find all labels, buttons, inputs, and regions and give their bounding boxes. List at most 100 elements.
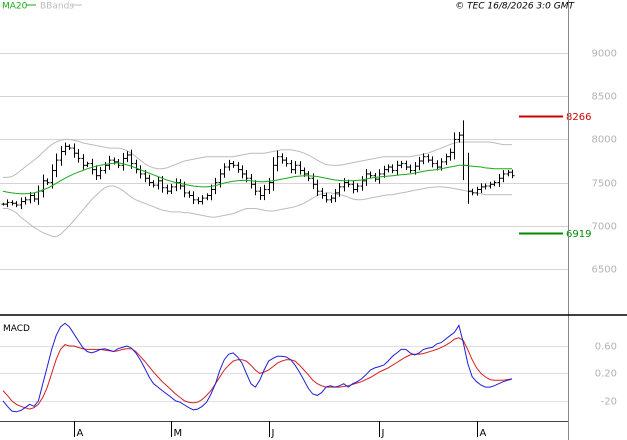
resistance-label: 8266 <box>566 112 591 123</box>
ohlc-bar <box>1 202 6 206</box>
ohlc-bar <box>14 201 19 208</box>
ohlc-bar <box>32 192 37 202</box>
price-tick-label: 8500 <box>592 92 617 103</box>
ohlc-bar <box>452 132 457 160</box>
price-tick-label: 7000 <box>592 222 617 233</box>
ohlc-bar <box>98 166 103 180</box>
time-axis-label: A <box>77 428 84 439</box>
support-label: 6919 <box>566 229 591 240</box>
time-axis-label: A <box>480 428 487 439</box>
ohlc-bar <box>138 165 143 179</box>
header-ma-label: MA20 <box>2 2 28 12</box>
ohlc-bar <box>280 153 285 164</box>
ohlc-bar <box>147 174 152 187</box>
ohlc-bar <box>222 163 227 178</box>
ohlc-bar <box>116 159 121 169</box>
ohlc-bar <box>492 180 497 187</box>
ohlc-bar <box>360 176 365 191</box>
ohlc-bar <box>267 178 272 194</box>
ohlc-bar <box>426 154 431 163</box>
ohlc-bar <box>320 187 325 199</box>
ohlc-bar <box>506 169 511 177</box>
ohlc-bar <box>337 183 342 197</box>
price-grid <box>0 53 568 270</box>
ohlc-bar <box>404 160 409 171</box>
ohlc-bar <box>271 157 276 191</box>
ohlc-bar <box>479 183 484 194</box>
price-tick-label: 7500 <box>592 179 617 190</box>
macd-tick-label: -20 <box>601 397 617 408</box>
ohlc-bar <box>174 178 179 192</box>
ohlc-bar <box>470 188 475 196</box>
ohlc-bar <box>196 197 201 205</box>
ohlc-bar <box>240 165 245 179</box>
ohlc-bar <box>475 186 480 196</box>
ohlc-bar <box>50 164 55 189</box>
price-tick-label: 9000 <box>592 49 617 60</box>
ohlc-bar <box>67 144 72 150</box>
ohlc-bar <box>90 158 95 175</box>
ohlc-bar <box>461 120 466 181</box>
ohlc-bar <box>165 184 170 195</box>
ohlc-bar <box>289 159 294 174</box>
ohlc-bar <box>324 192 329 203</box>
ohlc-bar <box>395 160 400 176</box>
ohlc-bar <box>448 148 453 161</box>
price-panel: 6500 7000 7500 8000 8500 9000 8266 6919 <box>0 49 617 276</box>
ohlc-bar <box>390 164 395 174</box>
ohlc-bar <box>466 152 471 204</box>
ohlc-bar <box>151 180 156 188</box>
ohlc-bar <box>231 161 236 168</box>
ohlc-bar <box>293 161 298 174</box>
ohlc-bar <box>457 131 462 143</box>
ohlc-bar <box>351 180 356 194</box>
price-plot-area: 8266 6919 <box>1 112 591 240</box>
ohlc-bar <box>5 199 10 208</box>
time-axis-label: M <box>174 428 183 439</box>
ohlc-bar <box>200 195 205 205</box>
bbands-upper-line <box>3 138 512 178</box>
ohlc-bar <box>501 170 506 183</box>
ohlc-bar <box>315 179 320 196</box>
ohlc-bar <box>368 171 373 179</box>
ohlc-bar <box>125 151 130 163</box>
ohlc-bar <box>107 155 112 170</box>
ohlc-bar <box>10 200 15 206</box>
ohlc-bar <box>399 160 404 169</box>
ohlc-bar <box>134 159 139 174</box>
ohlc-bar <box>169 183 174 195</box>
macd-tick-label: 0.20 <box>595 369 617 380</box>
ohlc-bar <box>28 191 33 204</box>
ohlc-bar <box>121 152 126 171</box>
ohlc-bar <box>187 190 192 198</box>
ohlc-bar <box>444 153 449 165</box>
ohlc-bar <box>342 178 347 192</box>
macd-line <box>2 322 513 413</box>
macd-grid <box>0 346 568 402</box>
ohlc-bar <box>408 164 413 174</box>
ohlc-bar <box>236 162 241 173</box>
macd-tick-label: 0.60 <box>595 342 617 353</box>
price-tick-label: 6500 <box>592 265 617 276</box>
ohlc-bar <box>36 185 41 205</box>
ohlc-bar <box>364 168 369 186</box>
ohlc-bar <box>76 149 81 163</box>
ohlc-bar <box>85 161 90 168</box>
bbands-lower-line <box>3 185 512 238</box>
ohlc-bar <box>435 160 440 171</box>
ohlc-bar <box>497 173 502 187</box>
ohlc-bar <box>81 154 86 170</box>
ohlc-bar <box>284 157 289 167</box>
ohlc-bar <box>510 169 515 179</box>
ohlc-bar <box>54 153 59 178</box>
ohlc-bar <box>72 143 77 158</box>
ohlc-bar <box>23 196 28 205</box>
signal-line <box>2 337 513 410</box>
time-axis-label: J <box>381 428 385 439</box>
ohlc-bar <box>262 184 267 201</box>
ohlc-bar <box>209 184 214 201</box>
header-bbands-label: BBands <box>40 2 74 12</box>
ohlc-bar <box>355 183 360 193</box>
ohlc-bar <box>333 188 338 203</box>
